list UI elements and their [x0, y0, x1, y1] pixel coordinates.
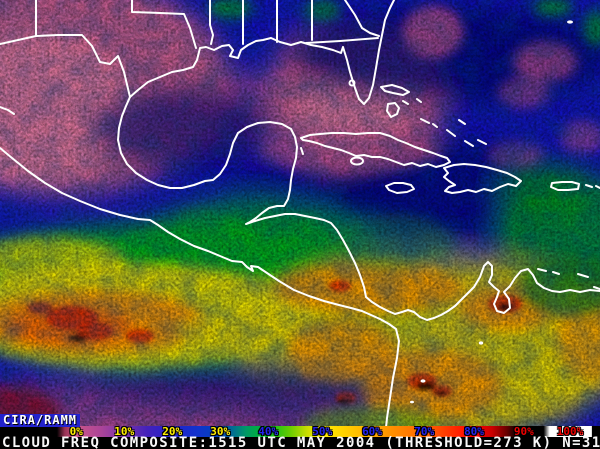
cloud-frequency-colorbar: 0% 10% 20% 30% 40% 50% 60% 70% 80% 90% 100% [0, 426, 600, 437]
lake-okeechobee [348, 79, 356, 87]
colorbar-label-10: 10% [114, 425, 135, 438]
cuba-coast [300, 132, 451, 168]
us-gulf-coast [129, 0, 395, 105]
rio-grande-border [35, 34, 131, 98]
colorbar-labels: 0% 10% 20% 30% 40% 50% 60% 70% 80% 90% 100% [0, 426, 600, 437]
puerto-rico-coast [550, 181, 580, 191]
cozumel [300, 147, 304, 155]
pacific-coast [0, 147, 400, 437]
caribbean-coast [117, 96, 600, 321]
colorbar-label-40: 40% [258, 425, 279, 438]
colorbar-label-50: 50% [312, 425, 333, 438]
state-border-tx-ok-la [131, 0, 197, 49]
coastlines [0, 0, 600, 437]
bahamas-grand-abaco [380, 84, 410, 96]
colorbar-label-0: 0% [69, 425, 83, 438]
map-canvas [0, 0, 600, 437]
venezuela-islands [537, 268, 600, 290]
cloud-frequency-map [0, 0, 600, 437]
jamaica-coast [385, 182, 415, 194]
virgin-islands [585, 184, 600, 189]
bahamas-andros [386, 102, 400, 118]
gulf-of-california-coast [0, 106, 15, 115]
colorbar-label-20: 20% [162, 425, 183, 438]
colorbar-label-70: 70% [414, 425, 435, 438]
state-border-la-ms [209, 0, 214, 45]
peak-white-dots [410, 20, 573, 404]
state-border-ga-sc [344, 0, 380, 37]
credit-label: CIRA/RAMM [0, 414, 81, 427]
colorbar-label-80: 80% [464, 425, 484, 438]
caption-bar: CLOUD FREQ COMPOSITE:1515 UTC MAY 2004 (… [0, 435, 600, 449]
composite-caption: CLOUD FREQ COMPOSITE:1515 UTC MAY 2004 (… [2, 435, 600, 449]
hispaniola-coast [443, 163, 522, 194]
noise-speckle [0, 0, 600, 437]
state-border-fl-ga [305, 37, 379, 44]
colorbar-label-90: 90% [513, 425, 534, 438]
bahamas-small-cays [402, 98, 487, 147]
isla-juventud [350, 156, 364, 166]
colorbar-label-60: 60% [362, 425, 382, 438]
colorbar-label-100: 100% [556, 425, 584, 438]
colorbar-label-30: 30% [210, 425, 231, 438]
